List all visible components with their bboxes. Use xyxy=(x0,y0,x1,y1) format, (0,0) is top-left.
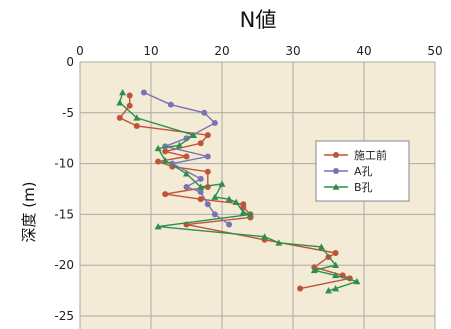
series-layer xyxy=(116,88,361,294)
data-point xyxy=(183,153,190,160)
data-point xyxy=(162,143,169,150)
data-point xyxy=(232,198,240,206)
data-point xyxy=(353,277,361,285)
data-point xyxy=(140,89,147,96)
data-point xyxy=(225,195,233,202)
data-point xyxy=(204,132,211,139)
data-point xyxy=(239,208,247,216)
data-point xyxy=(183,170,190,177)
legend-entry: 施工前 xyxy=(354,148,387,162)
legend-marker xyxy=(333,168,339,174)
y-tick-labels: 0 -5 -10 -15 -20 -25 xyxy=(54,55,74,323)
legend-entry: B孔 xyxy=(354,181,373,194)
data-point xyxy=(183,183,190,190)
legend-marker xyxy=(333,152,339,158)
data-point xyxy=(197,189,204,196)
y-tick-label: 0 xyxy=(66,55,74,69)
data-point xyxy=(297,285,304,292)
x-tick-labels: 0 10 20 30 40 50 xyxy=(76,44,442,58)
data-point xyxy=(197,175,204,182)
data-point xyxy=(325,287,332,294)
data-point xyxy=(197,140,204,147)
data-point xyxy=(154,223,162,230)
data-point xyxy=(240,204,247,211)
data-point xyxy=(190,131,198,138)
data-point xyxy=(317,243,325,250)
data-point xyxy=(197,196,204,203)
data-point xyxy=(218,180,226,187)
x-tick-label: 10 xyxy=(143,44,158,58)
y-tick-label: -5 xyxy=(62,106,74,120)
data-point xyxy=(126,102,133,109)
data-point xyxy=(211,193,219,200)
y-tick-label: -25 xyxy=(54,309,74,323)
data-point xyxy=(116,99,124,106)
y-tick-label: -15 xyxy=(54,207,74,221)
data-point xyxy=(211,119,218,126)
data-point xyxy=(211,211,218,218)
data-point xyxy=(201,109,208,116)
data-point xyxy=(275,239,283,246)
x-tick-label: 40 xyxy=(356,44,371,58)
data-point xyxy=(126,92,133,99)
data-point xyxy=(162,148,169,155)
data-point xyxy=(133,114,141,121)
data-point xyxy=(155,158,162,165)
x-tick-label: 50 xyxy=(427,44,442,58)
legend: 施工前 A孔 B孔 xyxy=(315,140,410,202)
grid-lines xyxy=(79,61,436,329)
data-point xyxy=(119,88,127,96)
data-point xyxy=(197,183,205,190)
data-point xyxy=(226,221,233,228)
legend-marker xyxy=(332,183,340,190)
y-tick-label: -20 xyxy=(54,258,74,272)
y-axis-label: 深度 (m) xyxy=(20,181,38,242)
data-point xyxy=(167,101,174,108)
legend-entry: A孔 xyxy=(354,165,373,178)
data-point xyxy=(246,210,254,218)
chart-title: N値 xyxy=(240,8,277,32)
x-tick-label: 0 xyxy=(76,44,84,58)
data-point xyxy=(332,249,339,256)
data-point xyxy=(204,201,211,208)
data-point xyxy=(332,285,340,292)
data-point xyxy=(175,141,183,149)
series xyxy=(116,88,361,294)
x-tick-label: 20 xyxy=(214,44,229,58)
data-point xyxy=(204,168,211,175)
data-point xyxy=(133,123,140,130)
data-point xyxy=(204,153,211,160)
data-point xyxy=(310,266,318,274)
data-point xyxy=(154,144,162,152)
x-tick-label: 30 xyxy=(285,44,300,58)
data-point xyxy=(332,271,340,279)
data-point xyxy=(332,261,340,268)
data-point xyxy=(116,114,123,121)
data-point xyxy=(261,233,269,240)
y-tick-label: -10 xyxy=(54,157,74,171)
data-point xyxy=(161,157,169,164)
data-point xyxy=(162,191,169,198)
